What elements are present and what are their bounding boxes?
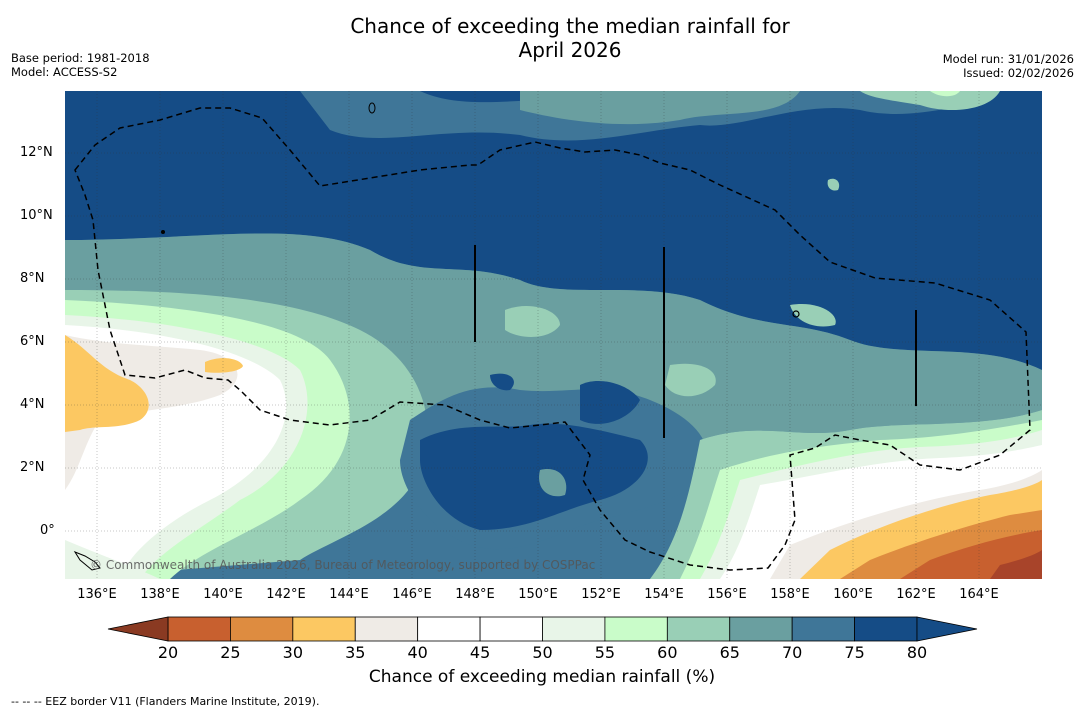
issued-date: Issued: 02/02/2026 [963, 66, 1074, 80]
x-label-148e: 148°E [455, 587, 495, 602]
eez-border [74, 107, 1031, 571]
metadata-right: Model run: 31/01/2026 Issued: 02/02/2026 [943, 52, 1074, 80]
colorbar-cell [729, 616, 793, 642]
colorbar-tick: 30 [282, 643, 303, 662]
title-line-2: April 2026 [518, 38, 622, 62]
x-label-146e: 146°E [392, 587, 432, 602]
x-label-154e: 154°E [644, 587, 684, 602]
colorbar-tick: 80 [906, 643, 928, 662]
colorbar-tick: 70 [781, 643, 803, 662]
y-label-2n: 2°N [20, 460, 45, 475]
colorbar-tick: 20 [157, 643, 179, 662]
colorbar-low-extension [107, 616, 169, 642]
x-label-160e: 160°E [833, 587, 873, 602]
x-label-150e: 150°E [518, 587, 558, 602]
map-fill [65, 91, 1042, 579]
islands [73, 102, 917, 571]
x-label-136e: 136°E [77, 587, 117, 602]
colorbar-tick: 55 [594, 643, 616, 662]
x-label-156e: 156°E [707, 587, 747, 602]
y-label-12n: 12°N [20, 145, 53, 160]
colorbar-tick: 75 [844, 643, 865, 662]
y-label-8n: 8°N [20, 271, 45, 286]
colorbar-tick: 65 [719, 643, 740, 662]
colorbar-cell [417, 616, 481, 642]
y-label-4n: 4°N [20, 397, 45, 412]
copyright-notice: © Commonwealth of Australia 2026, Bureau… [90, 558, 596, 572]
colorbar-cell [604, 616, 668, 642]
x-label-162e: 162°E [896, 587, 936, 602]
colorbar-cell [542, 616, 606, 642]
x-label-138e: 138°E [140, 587, 180, 602]
colorbar-high-extension [916, 616, 978, 642]
colorbar-cell [230, 616, 294, 642]
colorbar-cell [167, 616, 231, 642]
x-label-152e: 152°E [581, 587, 621, 602]
x-label-140e: 140°E [203, 587, 243, 602]
metadata-left: Base period: 1981-2018 Model: ACCESS-S2 [11, 51, 150, 79]
title-line-1: Chance of exceeding the median rainfall … [350, 14, 790, 38]
eez-footnote: -- -- -- EEZ border V11 (Flanders Marine… [11, 695, 320, 708]
model-run: Model run: 31/01/2026 [942, 52, 1074, 66]
base-period: Base period: 1981-2018 [11, 51, 150, 65]
colorbar-cell [479, 616, 543, 642]
colorbar-tick: 25 [220, 643, 241, 662]
y-label-6n: 6°N [20, 334, 45, 349]
x-label-142e: 142°E [266, 587, 306, 602]
colorbar-cell [854, 616, 918, 642]
colorbar-tick: 60 [657, 643, 678, 662]
x-label-144e: 144°E [329, 587, 369, 602]
colorbar-tick: 45 [469, 643, 491, 662]
y-label-10n: 10°N [20, 208, 53, 223]
y-label-0: 0° [40, 523, 55, 538]
x-label-164e: 164°E [959, 587, 999, 602]
colorbar-cell [354, 616, 419, 642]
colorbar-tick: 40 [407, 643, 428, 662]
model-name: Model: ACCESS-S2 [11, 65, 118, 79]
colorbar-cell [292, 616, 356, 642]
colorbar-tick: 50 [532, 643, 553, 662]
colorbar-tick: 35 [345, 643, 366, 662]
colorbar-cell [666, 616, 731, 642]
x-label-158e: 158°E [770, 587, 810, 602]
map-title: Chance of exceeding the median rainfall … [0, 14, 1085, 62]
colorbar-cell [791, 616, 855, 642]
colorbar-title: Chance of exceeding median rainfall (%) [368, 667, 716, 687]
